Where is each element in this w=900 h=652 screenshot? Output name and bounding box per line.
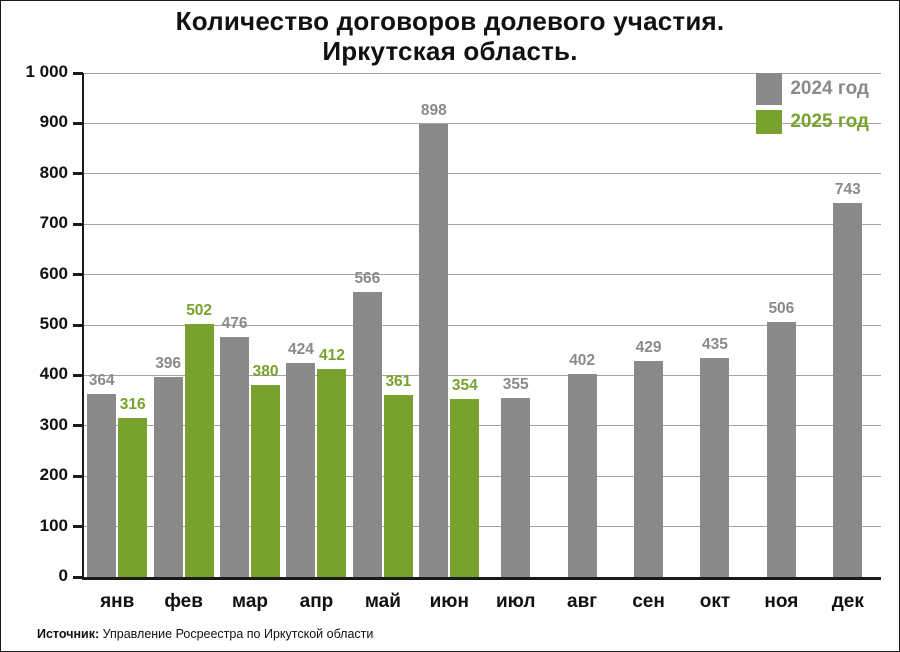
value-label-2025: 354 xyxy=(451,376,478,394)
gridline xyxy=(84,526,881,528)
value-label-2024: 429 xyxy=(635,338,662,356)
bar-2024 xyxy=(153,377,183,577)
x-axis-line xyxy=(82,577,881,580)
bar-2025 xyxy=(184,323,214,577)
y-axis-tick xyxy=(73,222,83,226)
value-label-2024: 424 xyxy=(288,341,314,359)
gridline xyxy=(84,223,881,225)
bar-2024 xyxy=(833,202,863,577)
y-axis-label: 700 xyxy=(39,213,68,233)
x-axis-label: июн xyxy=(429,591,469,612)
value-label-2025: 361 xyxy=(385,373,412,391)
x-axis-label: сен xyxy=(632,591,665,612)
x-axis-label: мар xyxy=(232,591,269,612)
y-axis-label: 1 000 xyxy=(25,62,68,81)
source-label: Источник: xyxy=(37,627,100,641)
x-axis-label: фев xyxy=(164,591,203,612)
bar-2024 xyxy=(700,357,730,577)
legend-swatch xyxy=(756,73,783,105)
bar-2024 xyxy=(766,321,796,577)
value-label-2024: 355 xyxy=(502,376,529,394)
y-axis-label: 900 xyxy=(39,112,68,132)
bar-2025 xyxy=(118,417,148,577)
chart-title-line2: Иркутская область. xyxy=(322,35,578,66)
gridline xyxy=(84,173,881,175)
gridline xyxy=(84,374,881,376)
y-axis-label: 500 xyxy=(39,314,68,333)
gridline xyxy=(84,425,881,427)
value-label-2024: 898 xyxy=(420,102,447,120)
y-axis-label: 200 xyxy=(39,465,68,485)
y-axis-tick xyxy=(73,474,83,478)
value-label-2024: 743 xyxy=(834,180,861,198)
y-axis-label: 600 xyxy=(39,263,68,283)
legend-item-2025-год: 2025 год xyxy=(756,110,869,134)
y-axis-tick xyxy=(73,525,83,529)
gridline xyxy=(84,475,881,477)
legend-item-2024-год: 2024 год xyxy=(756,73,869,105)
chart-title: Количество договоров долевого участия. И… xyxy=(1,6,899,67)
bar-2024 xyxy=(286,363,316,577)
y-axis-label: 100 xyxy=(39,515,68,535)
bar-2024 xyxy=(352,291,382,577)
x-axis-label: дек xyxy=(831,591,864,612)
x-axis-label: янв xyxy=(100,591,135,612)
bar-2024 xyxy=(87,393,117,577)
bar-2024 xyxy=(567,374,597,577)
y-axis-tick xyxy=(73,273,83,277)
y-axis-label: 0 xyxy=(58,566,68,585)
bar-2025 xyxy=(317,369,347,577)
x-axis-label: ноя xyxy=(764,591,799,612)
value-label-2024: 402 xyxy=(569,352,596,370)
y-axis-tick xyxy=(73,172,83,176)
gridline xyxy=(84,72,881,74)
bar-2025 xyxy=(383,395,413,577)
source-text: Управление Росреестра по Иркутской облас… xyxy=(99,627,374,641)
legend-swatch xyxy=(756,110,783,134)
source-note: Источник: Управление Росреестра по Иркут… xyxy=(37,627,373,641)
y-axis-tick xyxy=(73,323,83,327)
bar-2024 xyxy=(220,337,250,577)
x-axis-label: окт xyxy=(699,591,731,612)
value-label-2025: 316 xyxy=(119,395,146,413)
value-label-2025: 380 xyxy=(252,363,279,381)
legend-label: 2024 год xyxy=(790,78,869,99)
y-axis-tick xyxy=(73,373,83,377)
value-label-2024: 506 xyxy=(768,299,795,317)
y-axis-label: 400 xyxy=(39,364,68,384)
value-label-2024: 364 xyxy=(88,371,115,389)
y-axis-tick xyxy=(73,121,83,125)
value-label-2025: 502 xyxy=(186,301,213,319)
gridline xyxy=(84,274,881,276)
value-label-2024: 396 xyxy=(155,355,182,373)
y-axis-tick xyxy=(73,575,83,579)
bar-2024 xyxy=(634,360,664,577)
x-axis-label: июл xyxy=(495,591,536,612)
bar-2024 xyxy=(419,124,449,577)
value-label-2024: 566 xyxy=(354,269,381,287)
y-axis-tick xyxy=(73,71,83,75)
value-label-2025: 412 xyxy=(319,347,345,365)
x-axis-label: апр xyxy=(299,591,334,612)
y-axis-line xyxy=(82,73,84,580)
bar-2025 xyxy=(251,385,281,577)
value-label-2024: 476 xyxy=(221,315,248,333)
legend-label: 2025 год xyxy=(790,111,869,132)
legend: 2024 год 2025 год xyxy=(756,73,869,134)
x-axis-label: авг xyxy=(567,591,598,612)
bar-2025 xyxy=(450,398,480,577)
value-label-2024: 435 xyxy=(702,335,728,353)
bar-2024 xyxy=(501,398,531,577)
gridline xyxy=(84,122,881,124)
x-axis-label: май xyxy=(364,591,401,612)
y-axis-tick xyxy=(73,424,83,428)
y-axis-label: 800 xyxy=(39,162,68,182)
gridline xyxy=(84,324,881,326)
chart-title-line1: Количество договоров долевого участия. xyxy=(175,6,725,36)
y-axis-label: 300 xyxy=(39,414,68,434)
